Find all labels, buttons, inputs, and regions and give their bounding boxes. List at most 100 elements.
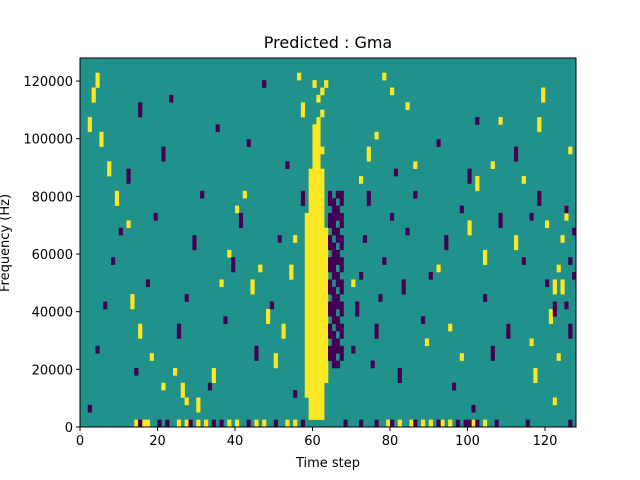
heatmap-cell-low — [103, 301, 108, 310]
heatmap-cell-high — [320, 390, 325, 398]
heatmap-cell-low — [564, 205, 569, 214]
heatmap-cell-low — [293, 390, 298, 398]
heatmap-cell-low — [529, 212, 534, 221]
heatmap-cell-high — [390, 87, 395, 96]
heatmap-cell-high — [312, 249, 317, 258]
heatmap-cell-low — [537, 190, 542, 199]
heatmap-cell-low — [165, 419, 170, 428]
heatmap-cell-high — [320, 286, 325, 295]
heatmap-cell-low — [328, 212, 333, 221]
heatmap-cell-low — [335, 205, 340, 214]
heatmap-cell-high — [142, 419, 147, 428]
heatmap-cell-high — [521, 176, 526, 184]
heatmap-cell-low — [568, 419, 573, 428]
heatmap-cell-low — [328, 353, 333, 361]
heatmap-cell-low — [328, 190, 333, 199]
heatmap-cell-high — [161, 382, 166, 391]
heatmap-cell-low — [138, 102, 143, 110]
heatmap-cell-low — [328, 345, 333, 354]
x-tick-label: 0 — [76, 434, 84, 449]
heatmap-cell-high — [366, 153, 371, 162]
x-axis-ticks: 0 20 40 60 80 100 120 — [76, 427, 558, 449]
heatmap-cell-low — [95, 345, 100, 354]
heatmap-cell-low — [328, 242, 333, 251]
heatmap-cell-high — [316, 272, 321, 280]
heatmap-cell-low — [254, 345, 259, 354]
heatmap-cell-high — [320, 323, 325, 332]
heatmap-cell-low — [405, 227, 410, 236]
y-tick-label: 80000 — [32, 190, 73, 205]
heatmap-cell-high — [560, 286, 565, 295]
heatmap-cell-high — [91, 94, 96, 103]
x-tick-label: 40 — [227, 434, 244, 449]
heatmap-cell-low — [401, 286, 406, 295]
heatmap-cell-low — [207, 382, 213, 391]
heatmap-cell-high — [316, 146, 321, 155]
heatmap-cell-low — [145, 279, 151, 288]
heatmap-cell-high — [413, 161, 418, 169]
heatmap-cell-low — [475, 117, 480, 125]
heatmap-cell-high — [254, 419, 259, 428]
y-axis-label: Frequency (Hz) — [0, 194, 13, 292]
heatmap-cell-high — [304, 212, 309, 221]
heatmap-cell-low — [362, 235, 368, 243]
heatmap-cell-low — [525, 419, 530, 428]
heatmap-cell-high — [308, 212, 313, 221]
heatmap-cell-high — [184, 419, 189, 428]
heatmap-cell-high — [324, 80, 329, 88]
heatmap-cell-high — [537, 124, 542, 133]
heatmap-cell-low — [328, 279, 333, 288]
heatmap-cell-low — [359, 419, 364, 428]
heatmap-cell-low — [192, 242, 197, 251]
heatmap-cell-low — [118, 227, 123, 236]
heatmap-cell-high — [316, 404, 321, 413]
heatmap-cell-high — [312, 316, 317, 324]
heatmap-cell-low — [498, 220, 503, 229]
heatmap-cell-low — [467, 176, 472, 184]
heatmap-cell-low — [514, 146, 519, 155]
heatmap-cell-high — [312, 80, 317, 88]
heatmap-cell-high — [316, 375, 321, 384]
heatmap-cell-high — [324, 227, 329, 236]
heatmap-cell-high — [308, 176, 313, 184]
heatmap-cell-high — [266, 316, 271, 324]
heatmap-cell-high — [312, 124, 317, 133]
heatmap-cell-high — [316, 308, 321, 317]
heatmap-cell-high — [308, 382, 313, 391]
heatmap-cell-high — [556, 264, 561, 273]
heatmap-cell-high — [312, 264, 317, 273]
heatmap-cell-low — [494, 419, 499, 428]
heatmap-cell-high — [316, 161, 321, 169]
heatmap-cell-low — [397, 375, 402, 384]
heatmap-cell-high — [316, 124, 321, 133]
heatmap-cell-high — [312, 397, 317, 406]
heatmap-cell-high — [320, 198, 325, 206]
heatmap-cell-low — [355, 301, 360, 310]
x-tick-label: 120 — [533, 434, 558, 449]
heatmap-cell-high — [436, 264, 441, 273]
heatmap-cell-high — [316, 190, 321, 199]
heatmap-cell-high — [304, 375, 309, 384]
heatmap-cell-high — [87, 124, 92, 133]
heatmap-cell-low — [568, 257, 573, 265]
heatmap-cell-low — [339, 308, 344, 317]
heatmap-cell-high — [366, 146, 371, 155]
heatmap-cell-low — [335, 345, 340, 354]
heatmap-cell-high — [300, 102, 306, 110]
heatmap-cell-low — [339, 190, 344, 199]
heatmap-cell-high — [126, 220, 131, 229]
y-tick-label: 0 — [65, 421, 73, 436]
heatmap-cell-low — [328, 301, 333, 310]
heatmap-cell-low — [339, 323, 344, 332]
heatmap-cell-high — [556, 353, 561, 361]
heatmap-cell-low — [157, 419, 162, 428]
heatmap-cell-high — [91, 87, 96, 96]
heatmap-cell-low — [328, 323, 333, 332]
heatmap-cell-high — [421, 419, 426, 428]
heatmap-cell-low — [498, 212, 503, 221]
heatmap-cell-low — [335, 338, 340, 347]
heatmap-cell-high — [316, 198, 321, 206]
heatmap-cell-high — [533, 375, 538, 384]
heatmap-cell-high — [382, 72, 387, 81]
heatmap-cell-low — [285, 161, 290, 169]
